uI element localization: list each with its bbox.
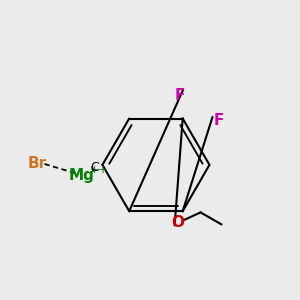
Text: C: C bbox=[91, 161, 99, 174]
Text: O: O bbox=[172, 215, 185, 230]
Text: F: F bbox=[213, 113, 224, 128]
Text: F: F bbox=[175, 88, 185, 103]
Text: ++: ++ bbox=[89, 165, 108, 175]
Text: Br: Br bbox=[28, 156, 46, 171]
Text: Mg: Mg bbox=[69, 168, 94, 183]
